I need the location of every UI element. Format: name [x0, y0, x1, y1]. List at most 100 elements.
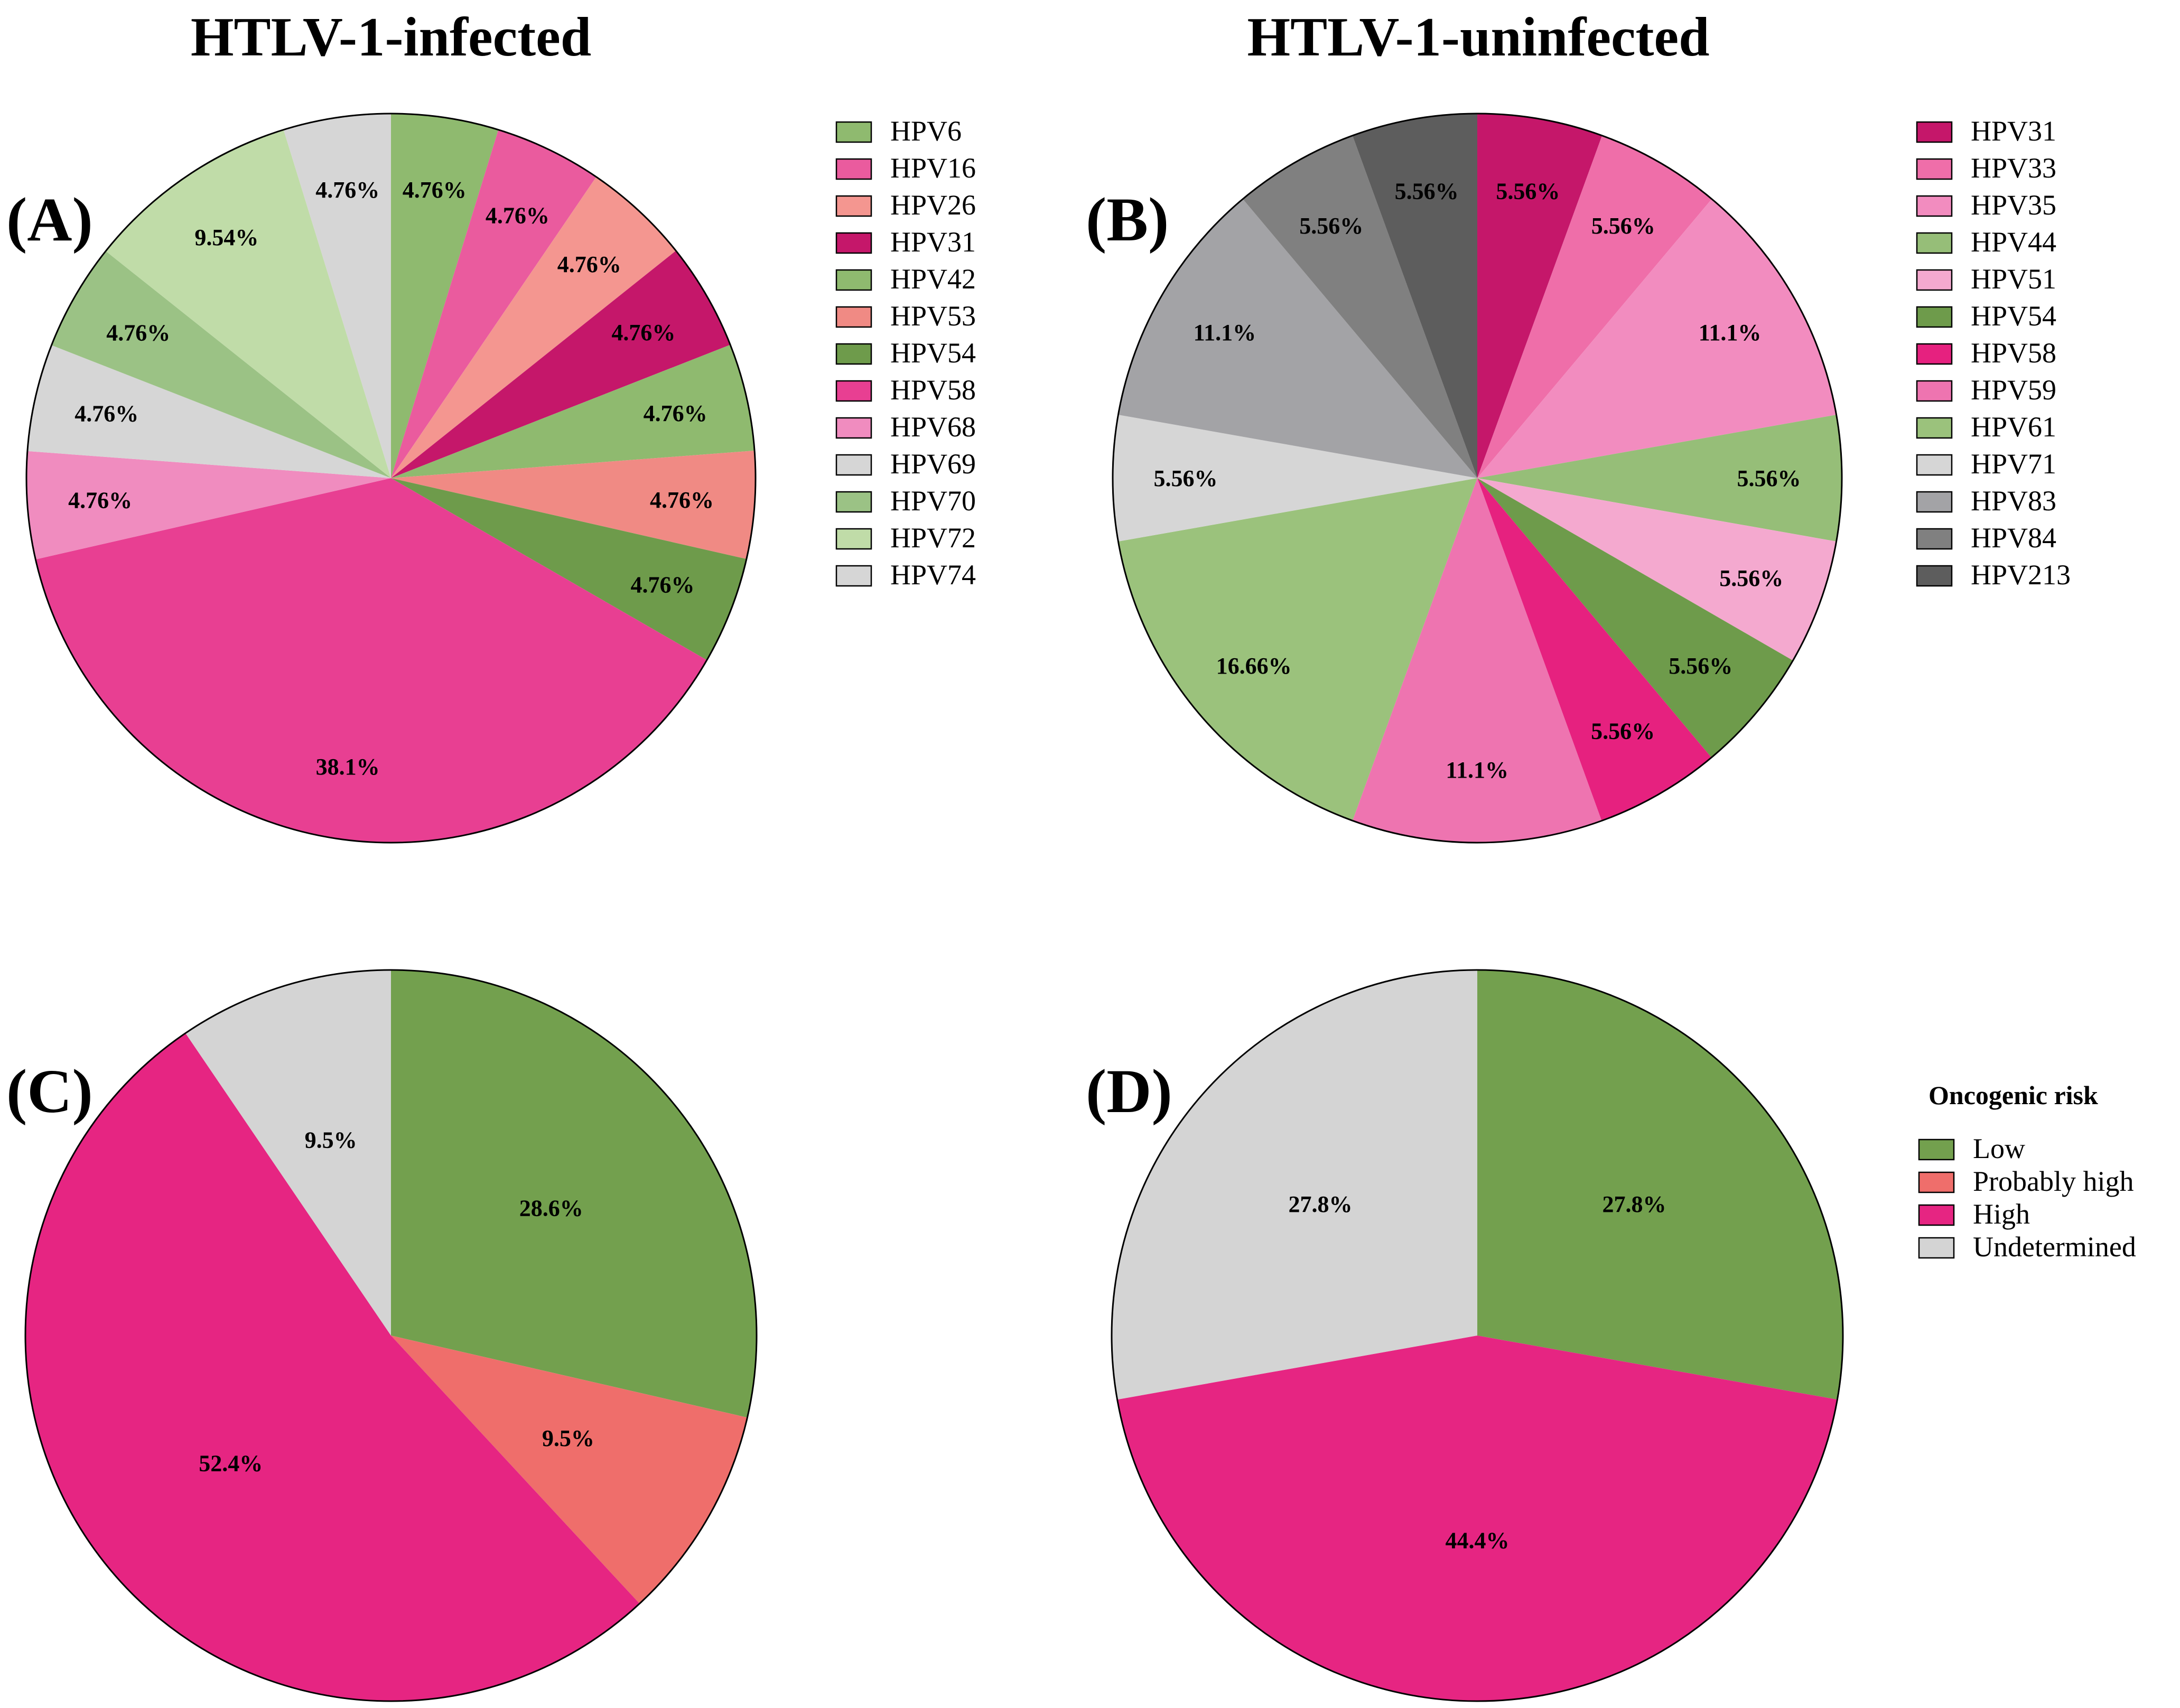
legend-label-hpv84: HPV84: [1971, 522, 2056, 554]
slice-label-hpv31: 5.56%: [1496, 178, 1560, 204]
slice-label-hpv16: 4.76%: [486, 203, 549, 229]
legend-swatch-hpv69: [835, 454, 872, 476]
title-htlv-infected: HTLV-1-infected: [191, 6, 591, 68]
legend-label-hpv213: HPV213: [1971, 559, 2071, 591]
legend-label-hpv42: HPV42: [890, 263, 976, 295]
pie-slice-hpv35: [1477, 199, 1837, 478]
legend-risk-title: Oncogenic risk: [1929, 1080, 2098, 1110]
legend-swatch-hpv51: [1916, 269, 1953, 291]
slice-label-hpv70: 4.76%: [106, 320, 170, 346]
pie-outline: [25, 113, 757, 844]
legend-swatch-hpv35: [1916, 195, 1953, 217]
pie-outline: [24, 969, 758, 1702]
legend-label-hpv58: HPV58: [1971, 337, 2056, 369]
pie-slice-hpv54: [391, 478, 747, 660]
slice-label-hpv42: 4.76%: [644, 400, 707, 426]
legend-swatch-hpv26: [835, 195, 872, 217]
pie-slice-probably-high: [391, 1336, 748, 1604]
slice-label-hpv72: 9.54%: [194, 225, 258, 250]
pie-chart-c: 28.6% 9.5% 52.4% 9.5%: [24, 969, 758, 1702]
slice-label-hpv68: 4.76%: [68, 488, 132, 514]
legend-swatch-high: [1918, 1204, 1955, 1226]
pie-slice-hpv51: [1477, 478, 1837, 661]
legend-swatch-hpv31: [1916, 121, 1953, 143]
slice-label-hpv58: 5.56%: [1591, 718, 1655, 744]
legend-label-hpv72: HPV72: [890, 522, 976, 554]
pie-chart-b: 5.56% 5.56% 11.1% 5.56% 5.56% 5.56% 5.56% 11.1%…: [1112, 113, 1843, 844]
slice-label-low: 27.8%: [1603, 1191, 1666, 1217]
slice-label-hpv83: 11.1%: [1194, 320, 1256, 346]
legend-label-hpv54: HPV54: [890, 337, 976, 369]
legend-label-hpv83: HPV83: [1971, 485, 2056, 517]
slice-label-high: 44.4%: [1446, 1528, 1510, 1554]
pie-slice-hpv31: [391, 250, 731, 478]
pie-slice-hpv69: [27, 345, 391, 478]
slice-label-hpv44: 5.56%: [1737, 465, 1801, 491]
legend-swatch-hpv54: [835, 343, 872, 365]
legend-label-hpv31: HPV31: [890, 226, 976, 258]
pie-slice-high: [1117, 1336, 1838, 1702]
pie-slice-hpv54: [1477, 478, 1793, 758]
legend-label-hpv16: HPV16: [890, 152, 976, 184]
pie-slice-hpv26: [391, 176, 676, 478]
pie-slice-hpv33: [1477, 135, 1712, 478]
legend-swatch-hpv42: [835, 269, 872, 291]
slice-label-hpv54: 5.56%: [1669, 653, 1732, 679]
legend-label-hpv71: HPV71: [1971, 448, 2056, 480]
legend-label-hpv68: HPV68: [890, 411, 976, 443]
pie-chart-a: 4.76% 4.76% 4.76% 4.76% 4.76% 4.76% 4.76% 38.1%…: [25, 113, 757, 844]
pie-slice-hpv72: [106, 129, 391, 478]
slice-label-probably-high: 9.5%: [542, 1425, 594, 1451]
slice-label-hpv74: 4.76%: [315, 177, 379, 203]
pie-slice-hpv6: [391, 114, 499, 478]
pie-slice-hpv213: [1352, 114, 1477, 478]
legend-swatch-hpv53: [835, 306, 872, 328]
slice-label-hpv54: 4.76%: [631, 572, 695, 598]
legend-label-low: Low: [1973, 1133, 2025, 1164]
pie-slice-low: [1477, 970, 1843, 1400]
legend-swatch-hpv71: [1916, 454, 1953, 476]
legend-swatch-hpv68: [835, 417, 872, 439]
legend-label-hpv51: HPV51: [1971, 263, 2056, 295]
pie-outline: [1111, 969, 1844, 1702]
pie-slice-hpv59: [1352, 478, 1602, 843]
legend-label-hpv59: HPV59: [1971, 374, 2056, 406]
pie-slice-hpv31: [1477, 114, 1603, 478]
title-htlv-uninfected: HTLV-1-uninfected: [1247, 6, 1709, 68]
pie-slice-low: [391, 970, 757, 1418]
slice-label-hpv6: 4.76%: [403, 177, 467, 203]
legend-swatch-hpv54: [1916, 306, 1953, 328]
legend-swatch-low: [1918, 1138, 1955, 1161]
legend-label-hpv54: HPV54: [1971, 300, 2056, 332]
panel-label-d: (D): [1086, 1057, 1172, 1126]
pie-chart-d: 27.8% 44.4% 27.8%: [1111, 969, 1844, 1702]
legend-label-hpv70: HPV70: [890, 485, 976, 517]
legend-swatch-hpv16: [835, 158, 872, 180]
pie-slice-hpv16: [391, 129, 597, 478]
legend-label-probably-high: Probably high: [1973, 1165, 2134, 1197]
legend-label-hpv33: HPV33: [1971, 152, 2056, 184]
legend-label-high: High: [1973, 1198, 2030, 1230]
slice-label-hpv61: 16.66%: [1216, 653, 1292, 679]
pie-slice-hpv53: [391, 451, 756, 559]
pie-slice-hpv84: [1243, 135, 1477, 478]
pie-slice-hpv71: [1113, 415, 1477, 542]
panel-label-c: (C): [6, 1057, 93, 1126]
slice-label-high: 52.4%: [199, 1450, 263, 1476]
legend-label-hpv58: HPV58: [890, 374, 976, 406]
legend-swatch-hpv59: [1916, 380, 1953, 402]
panel-label-b: (B): [1086, 185, 1169, 254]
legend-swatch-hpv61: [1916, 417, 1953, 439]
pie-slice-hpv58: [35, 478, 707, 843]
slice-label-hpv71: 5.56%: [1154, 465, 1218, 491]
pie-slice-undetermined: [185, 970, 391, 1336]
pie-slice-hpv68: [26, 451, 391, 559]
pie-slice-high: [25, 1033, 640, 1702]
slice-label-undetermined: 9.5%: [305, 1127, 357, 1153]
legend-label-hpv53: HPV53: [890, 300, 976, 332]
slice-label-hpv26: 4.76%: [557, 251, 621, 277]
legend-swatch-hpv83: [1916, 491, 1953, 513]
legend-label-hpv31: HPV31: [1971, 115, 2056, 147]
